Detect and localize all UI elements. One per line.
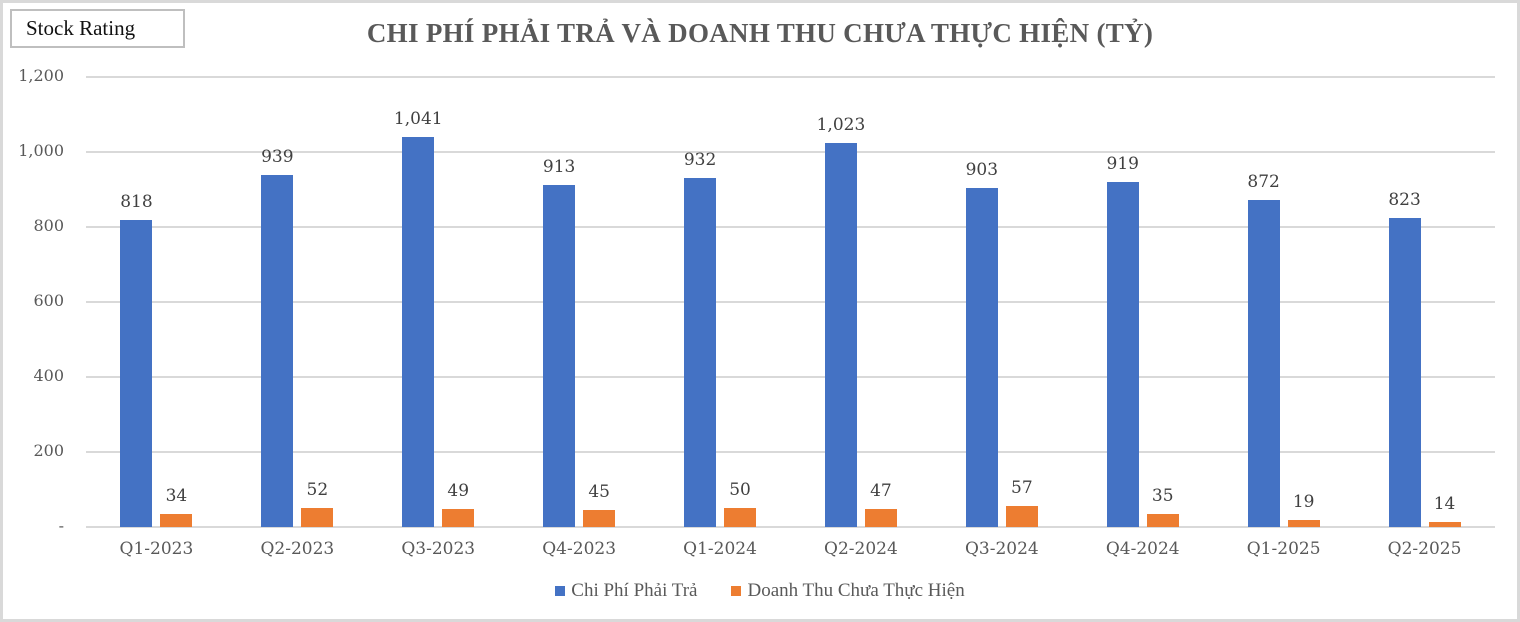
- x-axis-tick-label: Q1-2025: [1246, 539, 1321, 559]
- x-axis-tick-label: Q3-2024: [964, 539, 1039, 559]
- bar-chi-phi-phai-tra[interactable]: [1247, 200, 1280, 527]
- x-axis-tick-label: Q1-2023: [119, 539, 194, 559]
- bar-doanh-thu-chua-thuc-hien[interactable]: [1428, 521, 1461, 527]
- y-axis-tick-label: 800: [33, 216, 64, 235]
- data-label: 1,041: [393, 108, 443, 129]
- bar-doanh-thu-chua-thuc-hien[interactable]: [864, 509, 897, 527]
- x-axis-tick-label: Q1-2024: [683, 539, 757, 559]
- data-label: 1,023: [816, 115, 866, 136]
- data-label: 823: [1388, 190, 1421, 211]
- x-axis-tick-label: Q2-2025: [1387, 539, 1462, 559]
- data-label: 19: [1292, 491, 1315, 512]
- gridline: [86, 301, 1495, 303]
- x-axis-tick-label: Q4-2023: [542, 539, 617, 559]
- chart-title: CHI PHÍ PHẢI TRẢ VÀ DOANH THU CHƯA THỰC …: [366, 18, 1154, 48]
- bar-chi-phi-phai-tra[interactable]: [1106, 182, 1139, 527]
- bar-chi-phi-phai-tra[interactable]: [684, 177, 717, 527]
- y-axis-tick-label: 1,000: [18, 141, 64, 160]
- data-label: 57: [1011, 477, 1033, 498]
- bar-doanh-thu-chua-thuc-hien[interactable]: [583, 510, 616, 527]
- legend-item[interactable]: Chi Phí Phải Trả: [555, 580, 697, 602]
- stock-rating-badge: Stock Rating: [10, 9, 185, 48]
- legend-swatch-icon: [731, 586, 742, 596]
- bar-chi-phi-phai-tra[interactable]: [1388, 218, 1421, 527]
- x-axis-tick-label: Q3-2023: [401, 539, 476, 559]
- data-label: 50: [729, 480, 751, 501]
- gridline: [86, 376, 1495, 378]
- bar-doanh-thu-chua-thuc-hien[interactable]: [724, 508, 757, 527]
- bar-chi-phi-phai-tra[interactable]: [261, 174, 294, 527]
- data-label: 919: [1106, 154, 1139, 175]
- data-label: 34: [165, 486, 188, 507]
- data-label: 872: [1247, 172, 1280, 192]
- data-label: 14: [1433, 493, 1456, 514]
- bar-doanh-thu-chua-thuc-hien[interactable]: [1146, 513, 1179, 527]
- bar-chi-phi-phai-tra[interactable]: [120, 220, 153, 527]
- x-axis-tick-label: Q2-2023: [260, 539, 335, 559]
- data-label: 932: [683, 149, 717, 170]
- bar-chi-phi-phai-tra[interactable]: [402, 136, 435, 527]
- legend-swatch-icon: [555, 586, 566, 596]
- bar-chi-phi-phai-tra[interactable]: [824, 143, 857, 527]
- bar-doanh-thu-chua-thuc-hien[interactable]: [1005, 505, 1038, 527]
- y-axis-tick-label: 400: [33, 366, 64, 385]
- data-label: 49: [447, 480, 470, 501]
- bar-doanh-thu-chua-thuc-hien[interactable]: [442, 508, 475, 527]
- bar-doanh-thu-chua-thuc-hien[interactable]: [301, 507, 334, 527]
- bar-chi-phi-phai-tra[interactable]: [965, 188, 998, 527]
- y-axis-tick-label: 600: [33, 291, 64, 310]
- data-label: 35: [1151, 485, 1174, 506]
- gridline: [86, 151, 1495, 153]
- gridline: [86, 226, 1495, 228]
- bar-doanh-thu-chua-thuc-hien[interactable]: [1287, 519, 1320, 527]
- gridline: [86, 526, 1495, 528]
- data-label: 52: [306, 479, 329, 500]
- x-axis-tick-label: Q4-2024: [1105, 539, 1180, 559]
- data-label: 47: [870, 481, 892, 502]
- data-label: 818: [120, 192, 153, 213]
- legend-label: Chi Phí Phải Trả: [571, 580, 698, 601]
- y-axis-tick-label: 200: [33, 441, 64, 460]
- legend-item[interactable]: Doanh Thu Chưa Thực Hiện: [731, 580, 965, 602]
- data-label: 45: [588, 482, 610, 503]
- legend-label: Doanh Thu Chưa Thực Hiện: [747, 580, 965, 601]
- bar-doanh-thu-chua-thuc-hien[interactable]: [160, 514, 193, 527]
- y-axis-tick-label: 1,200: [18, 66, 64, 85]
- legend: Chi Phí Phải Trả Doanh Thu Chưa Thực Hiện: [0, 580, 1520, 602]
- y-axis-tick-label: -: [58, 516, 64, 535]
- x-axis-tick-label: Q2-2024: [824, 539, 898, 559]
- gridline: [86, 76, 1495, 78]
- data-label: 913: [542, 156, 576, 177]
- gridline: [86, 451, 1495, 453]
- bar-chi-phi-phai-tra[interactable]: [543, 184, 576, 527]
- data-label: 903: [965, 160, 999, 181]
- data-label: 939: [261, 146, 294, 167]
